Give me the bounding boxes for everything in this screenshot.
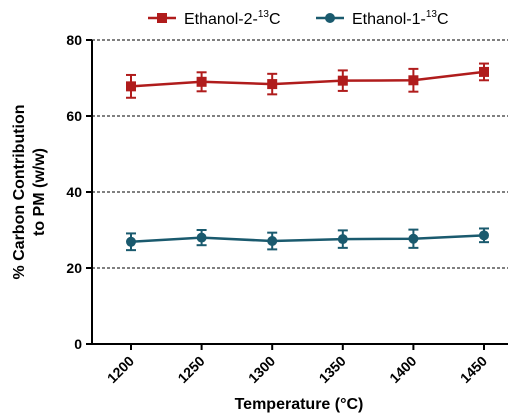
legend-marker-series-2 <box>325 13 335 23</box>
y-tick-label-60: 60 <box>66 108 82 124</box>
series-1 <box>126 62 489 99</box>
grid <box>92 39 508 269</box>
y-tick-label-20: 20 <box>66 260 82 276</box>
x-tick-label-1300: 1300 <box>245 353 278 386</box>
legend-label-series-2: Ethanol-1-13C <box>352 9 449 28</box>
x-tick-label-1250: 1250 <box>174 353 207 386</box>
x-axis-ticks: 1200 1250 1300 1350 1400 1450 <box>104 344 490 386</box>
y-tick-label-80: 80 <box>66 32 82 48</box>
data-point-2-1200 <box>126 236 136 247</box>
data-point-1-1250 <box>196 76 207 87</box>
data-point-2-1450 <box>479 230 489 241</box>
series-2 <box>126 227 489 252</box>
x-tick-label-1450: 1450 <box>457 353 490 386</box>
series-line-2 <box>130 234 485 244</box>
data-point-2-1250 <box>196 232 207 243</box>
data-point-2-1350 <box>337 234 348 245</box>
data-point-1-1450 <box>479 66 489 77</box>
data-point-1-1350 <box>337 75 348 86</box>
data-point-1-1400 <box>408 75 419 86</box>
x-tick-label-1400: 1400 <box>386 353 419 386</box>
y-axis-title: % Carbon Contribution to PM (w/w) <box>11 104 48 279</box>
legend-item-series-2: Ethanol-1-13C <box>316 9 449 28</box>
legend-marker-series-1 <box>157 13 167 23</box>
data-point-1-1300 <box>267 79 278 90</box>
plot-area <box>126 62 489 252</box>
legend-label-series-1: Ethanol-2-13C <box>184 9 281 28</box>
y-axis-title-line-1: % Carbon Contribution <box>11 104 28 279</box>
x-tick-label-1200: 1200 <box>104 353 137 386</box>
y-tick-label-40: 40 <box>66 184 82 200</box>
data-point-2-1300 <box>267 236 278 247</box>
y-axis-title-line-2: to PM (w/w) <box>31 148 48 236</box>
data-point-1-1200 <box>126 81 136 92</box>
y-axis-ticks: 0 20 40 60 80 <box>66 32 92 352</box>
series-line-1 <box>130 70 485 88</box>
data-point-2-1400 <box>408 233 419 244</box>
y-tick-label-0: 0 <box>74 336 82 352</box>
legend: Ethanol-2-13C Ethanol-1-13C <box>148 9 449 28</box>
x-axis-title: Temperature (°C) <box>235 396 364 413</box>
legend-item-series-1: Ethanol-2-13C <box>148 9 281 28</box>
x-tick-label-1350: 1350 <box>316 353 349 386</box>
